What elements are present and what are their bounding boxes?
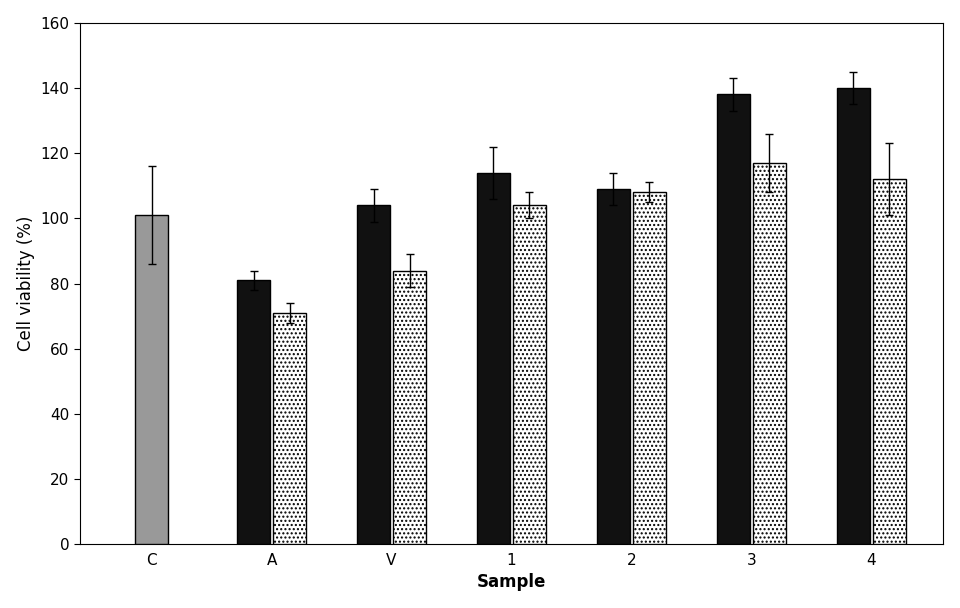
Bar bbox=[716, 94, 750, 544]
Bar bbox=[753, 163, 786, 544]
Bar bbox=[273, 313, 306, 544]
Bar bbox=[597, 189, 631, 544]
Bar bbox=[357, 206, 391, 544]
Bar bbox=[633, 192, 666, 544]
Y-axis label: Cell viability (%): Cell viability (%) bbox=[16, 216, 35, 351]
Bar bbox=[836, 88, 870, 544]
Bar bbox=[237, 280, 271, 544]
Bar bbox=[513, 206, 546, 544]
Bar bbox=[477, 173, 511, 544]
Bar bbox=[134, 215, 168, 544]
Bar bbox=[873, 179, 906, 544]
Bar bbox=[393, 271, 426, 544]
X-axis label: Sample: Sample bbox=[477, 573, 546, 592]
